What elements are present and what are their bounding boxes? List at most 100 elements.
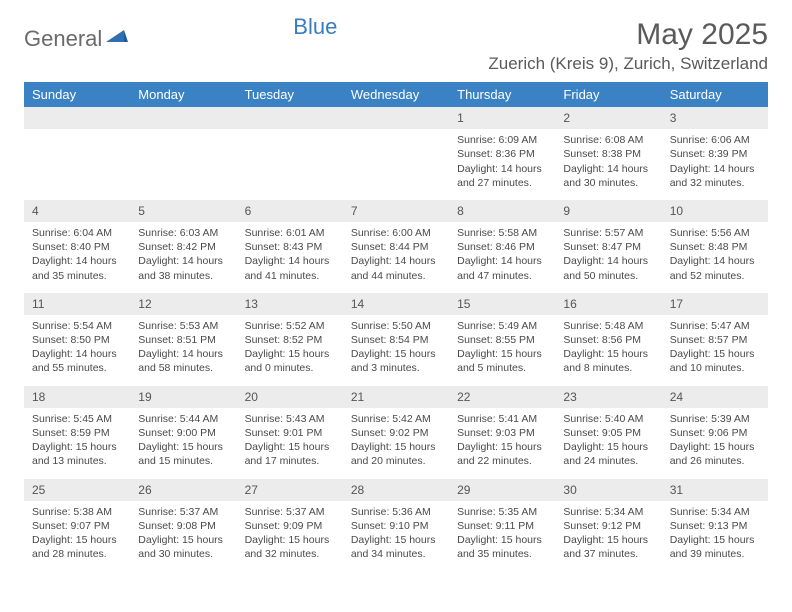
sunset-text: Sunset: 8:59 PM: [32, 426, 122, 440]
day-number-cell: 23: [555, 386, 661, 408]
day-number-cell: 30: [555, 479, 661, 501]
sunrise-text: Sunrise: 5:44 AM: [138, 412, 228, 426]
sunrise-text: Sunrise: 6:03 AM: [138, 226, 228, 240]
sunrise-text: Sunrise: 5:48 AM: [563, 319, 653, 333]
daylight-text: Daylight: 14 hours and 27 minutes.: [457, 162, 547, 190]
daynum-row: 25262728293031: [24, 479, 768, 501]
sunset-text: Sunset: 8:52 PM: [245, 333, 335, 347]
daylight-text: Daylight: 15 hours and 30 minutes.: [138, 533, 228, 561]
sunrise-text: Sunrise: 5:38 AM: [32, 505, 122, 519]
day-number-cell: 19: [130, 386, 236, 408]
daylight-text: Daylight: 15 hours and 10 minutes.: [670, 347, 760, 375]
day-number-cell: 21: [343, 386, 449, 408]
sunrise-text: Sunrise: 5:40 AM: [563, 412, 653, 426]
sunset-text: Sunset: 8:47 PM: [563, 240, 653, 254]
sunset-text: Sunset: 9:11 PM: [457, 519, 547, 533]
day-number-cell: [130, 107, 236, 129]
logo: General: [24, 18, 128, 52]
day-number-cell: 12: [130, 293, 236, 315]
sunrise-text: Sunrise: 5:47 AM: [670, 319, 760, 333]
daylight-text: Daylight: 15 hours and 17 minutes.: [245, 440, 335, 468]
weekday-header-row: Sunday Monday Tuesday Wednesday Thursday…: [24, 82, 768, 107]
sunset-text: Sunset: 9:13 PM: [670, 519, 760, 533]
sunrise-text: Sunrise: 6:06 AM: [670, 133, 760, 147]
day-detail-cell: [24, 129, 130, 200]
day-detail-cell: Sunrise: 5:34 AMSunset: 9:12 PMDaylight:…: [555, 501, 661, 572]
day-detail-cell: [237, 129, 343, 200]
day-detail-cell: Sunrise: 5:49 AMSunset: 8:55 PMDaylight:…: [449, 315, 555, 386]
day-number-cell: 29: [449, 479, 555, 501]
daylight-text: Daylight: 15 hours and 5 minutes.: [457, 347, 547, 375]
location-subtitle: Zuerich (Kreis 9), Zurich, Switzerland: [488, 54, 768, 74]
sunrise-text: Sunrise: 5:35 AM: [457, 505, 547, 519]
day-detail-cell: Sunrise: 5:44 AMSunset: 9:00 PMDaylight:…: [130, 408, 236, 479]
sunrise-text: Sunrise: 5:53 AM: [138, 319, 228, 333]
day-number-cell: 17: [662, 293, 768, 315]
weekday-header: Wednesday: [343, 82, 449, 107]
calendar-table: Sunday Monday Tuesday Wednesday Thursday…: [24, 82, 768, 571]
daynum-row: 11121314151617: [24, 293, 768, 315]
day-detail-cell: Sunrise: 5:40 AMSunset: 9:05 PMDaylight:…: [555, 408, 661, 479]
day-detail-cell: Sunrise: 5:38 AMSunset: 9:07 PMDaylight:…: [24, 501, 130, 572]
daylight-text: Daylight: 14 hours and 38 minutes.: [138, 254, 228, 282]
sunset-text: Sunset: 9:03 PM: [457, 426, 547, 440]
daylight-text: Daylight: 15 hours and 28 minutes.: [32, 533, 122, 561]
daylight-text: Daylight: 15 hours and 26 minutes.: [670, 440, 760, 468]
day-detail-cell: Sunrise: 5:39 AMSunset: 9:06 PMDaylight:…: [662, 408, 768, 479]
day-detail-cell: Sunrise: 5:57 AMSunset: 8:47 PMDaylight:…: [555, 222, 661, 293]
sunset-text: Sunset: 8:50 PM: [32, 333, 122, 347]
daylight-text: Daylight: 15 hours and 3 minutes.: [351, 347, 441, 375]
sunrise-text: Sunrise: 6:04 AM: [32, 226, 122, 240]
sunset-text: Sunset: 9:00 PM: [138, 426, 228, 440]
weekday-header: Friday: [555, 82, 661, 107]
day-number-cell: 10: [662, 200, 768, 222]
sunset-text: Sunset: 9:10 PM: [351, 519, 441, 533]
sunrise-text: Sunrise: 5:34 AM: [670, 505, 760, 519]
sunset-text: Sunset: 8:46 PM: [457, 240, 547, 254]
day-detail-cell: Sunrise: 5:56 AMSunset: 8:48 PMDaylight:…: [662, 222, 768, 293]
day-number-cell: 25: [24, 479, 130, 501]
day-detail-cell: Sunrise: 5:42 AMSunset: 9:02 PMDaylight:…: [343, 408, 449, 479]
day-detail-cell: Sunrise: 5:54 AMSunset: 8:50 PMDaylight:…: [24, 315, 130, 386]
day-detail-cell: Sunrise: 5:37 AMSunset: 9:09 PMDaylight:…: [237, 501, 343, 572]
daylight-text: Daylight: 15 hours and 34 minutes.: [351, 533, 441, 561]
day-number-cell: 6: [237, 200, 343, 222]
day-detail-cell: Sunrise: 6:04 AMSunset: 8:40 PMDaylight:…: [24, 222, 130, 293]
sunset-text: Sunset: 9:01 PM: [245, 426, 335, 440]
day-detail-cell: Sunrise: 5:48 AMSunset: 8:56 PMDaylight:…: [555, 315, 661, 386]
day-detail-cell: [130, 129, 236, 200]
weekday-header: Saturday: [662, 82, 768, 107]
day-number-cell: 9: [555, 200, 661, 222]
sunset-text: Sunset: 8:48 PM: [670, 240, 760, 254]
daylight-text: Daylight: 14 hours and 50 minutes.: [563, 254, 653, 282]
day-detail-cell: Sunrise: 5:47 AMSunset: 8:57 PMDaylight:…: [662, 315, 768, 386]
day-detail-cell: Sunrise: 6:08 AMSunset: 8:38 PMDaylight:…: [555, 129, 661, 200]
sunrise-text: Sunrise: 5:57 AM: [563, 226, 653, 240]
sunset-text: Sunset: 9:06 PM: [670, 426, 760, 440]
day-detail-cell: Sunrise: 5:53 AMSunset: 8:51 PMDaylight:…: [130, 315, 236, 386]
daylight-text: Daylight: 15 hours and 39 minutes.: [670, 533, 760, 561]
detail-row: Sunrise: 6:04 AMSunset: 8:40 PMDaylight:…: [24, 222, 768, 293]
weekday-header: Sunday: [24, 82, 130, 107]
sunrise-text: Sunrise: 5:37 AM: [245, 505, 335, 519]
sunrise-text: Sunrise: 5:36 AM: [351, 505, 441, 519]
sunrise-text: Sunrise: 5:58 AM: [457, 226, 547, 240]
sunrise-text: Sunrise: 5:34 AM: [563, 505, 653, 519]
detail-row: Sunrise: 5:38 AMSunset: 9:07 PMDaylight:…: [24, 501, 768, 572]
sunset-text: Sunset: 8:42 PM: [138, 240, 228, 254]
day-number-cell: 8: [449, 200, 555, 222]
day-number-cell: 26: [130, 479, 236, 501]
day-detail-cell: Sunrise: 5:50 AMSunset: 8:54 PMDaylight:…: [343, 315, 449, 386]
sunrise-text: Sunrise: 5:43 AM: [245, 412, 335, 426]
sunset-text: Sunset: 9:05 PM: [563, 426, 653, 440]
day-detail-cell: [343, 129, 449, 200]
daylight-text: Daylight: 15 hours and 32 minutes.: [245, 533, 335, 561]
day-detail-cell: Sunrise: 6:06 AMSunset: 8:39 PMDaylight:…: [662, 129, 768, 200]
sunrise-text: Sunrise: 6:01 AM: [245, 226, 335, 240]
sunrise-text: Sunrise: 5:49 AM: [457, 319, 547, 333]
sunset-text: Sunset: 8:57 PM: [670, 333, 760, 347]
logo-text-blue: Blue: [293, 14, 337, 40]
day-number-cell: 13: [237, 293, 343, 315]
sunset-text: Sunset: 9:12 PM: [563, 519, 653, 533]
day-number-cell: 7: [343, 200, 449, 222]
